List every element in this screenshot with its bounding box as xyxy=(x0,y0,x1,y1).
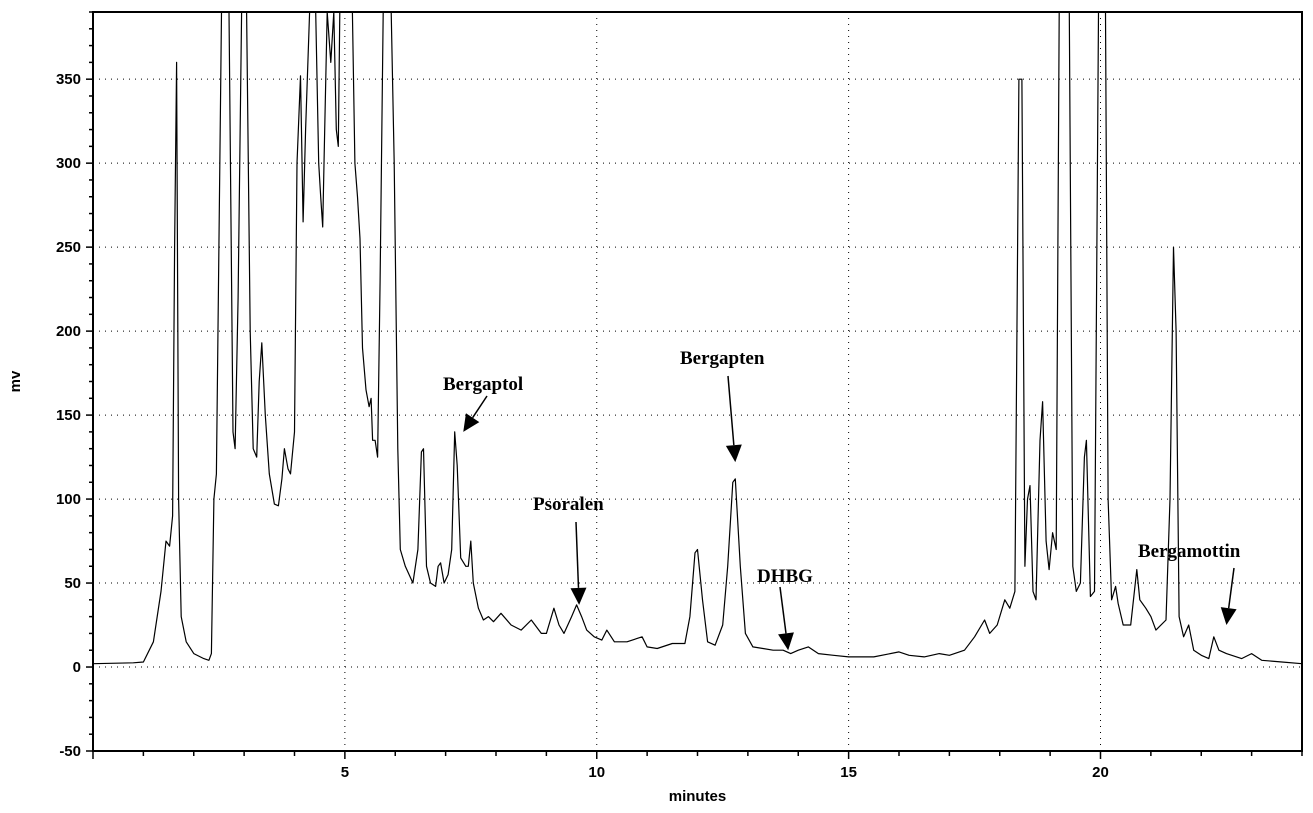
grid-lines xyxy=(93,12,1302,752)
annotation-arrow-head xyxy=(1220,607,1237,626)
annotation-arrow-head xyxy=(570,587,587,605)
y-tick-label: 300 xyxy=(56,155,81,172)
y-tick-label: 250 xyxy=(56,239,81,256)
annotation-arrow-line xyxy=(1227,567,1235,609)
y-tick-label: 0 xyxy=(73,659,81,676)
annotation-arrow-head xyxy=(725,444,742,463)
x-tick-label: 15 xyxy=(840,764,857,781)
x-tick-label: 20 xyxy=(1092,764,1109,781)
plot-frame xyxy=(92,11,1303,752)
axes: -50 0 50 100 150 200 250 300 350 5 10 15 20 xyxy=(56,11,1303,781)
annotation-arrow-head xyxy=(778,632,794,651)
peak-annotations: Bergaptol Psoralen Bergapten DHBG Bergamotti… xyxy=(443,348,1241,651)
y-tick-label: 200 xyxy=(56,323,81,340)
x-axis-title: minutes xyxy=(669,788,727,805)
y-tick-label: 150 xyxy=(56,407,81,424)
y-axis-title: mv xyxy=(7,370,24,392)
annotation-arrow-head xyxy=(463,413,480,432)
annotation-label: Bergaptol xyxy=(443,374,523,395)
annotation-label: Bergamottin xyxy=(1138,541,1241,562)
annotation-label: Psoralen xyxy=(533,494,604,515)
x-tick-label: 10 xyxy=(588,764,605,781)
annotation-arrow-line xyxy=(575,521,580,588)
y-tick-label: 100 xyxy=(56,491,81,508)
chromatogram-trace xyxy=(92,11,1303,665)
annotation-arrow-line xyxy=(472,395,488,419)
x-tick-label: 5 xyxy=(341,764,349,781)
y-tick-label: 50 xyxy=(64,575,81,592)
annotation-label: Bergapten xyxy=(680,348,765,369)
y-tick-label: 350 xyxy=(56,71,81,88)
annotation-arrow-line xyxy=(779,586,787,634)
annotation-label: DHBG xyxy=(757,566,813,587)
annotation-arrow-line xyxy=(727,375,735,446)
y-tick-label: -50 xyxy=(59,743,81,760)
